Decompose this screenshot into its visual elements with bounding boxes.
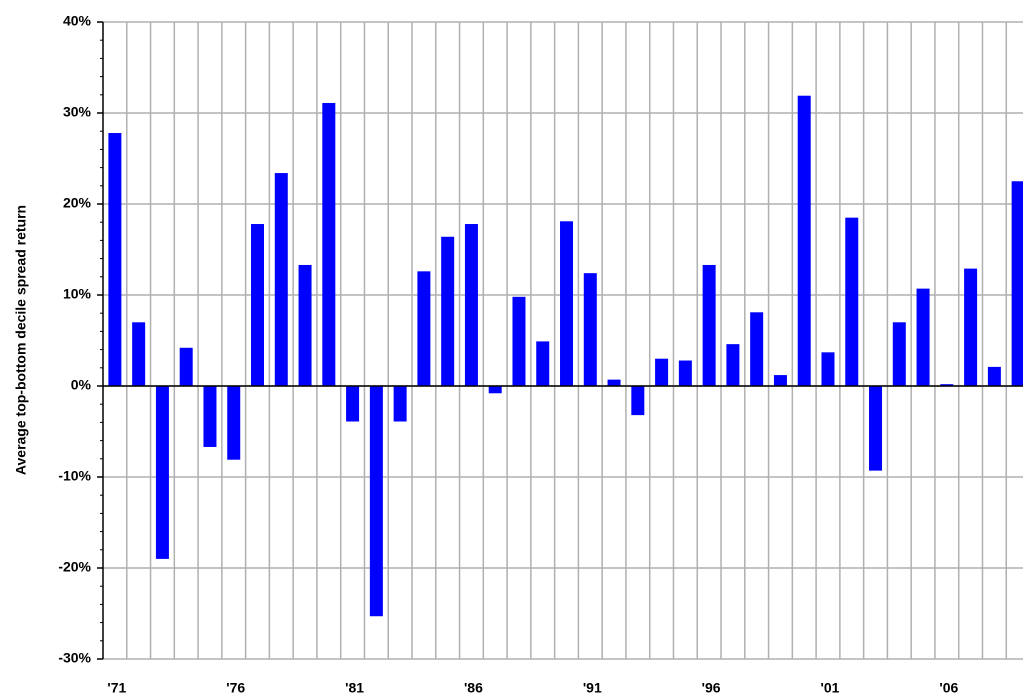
bar [488, 386, 502, 394]
bar [892, 322, 906, 386]
bar [916, 288, 930, 386]
bar [964, 268, 978, 386]
bar [179, 347, 193, 386]
bar [393, 386, 407, 422]
bar [987, 366, 1001, 386]
bar [536, 341, 550, 386]
bar [797, 95, 811, 387]
bar [583, 273, 597, 386]
bar [1011, 181, 1023, 386]
x-tick-label: '71 [107, 680, 126, 696]
bar [155, 386, 169, 559]
bar [227, 386, 241, 460]
bar [655, 358, 669, 386]
x-tick-label: '91 [583, 680, 602, 696]
bar [726, 344, 740, 386]
bar [607, 379, 621, 386]
bar [464, 224, 478, 386]
bar [869, 386, 883, 471]
bar [441, 236, 455, 386]
y-tick-label: 10% [63, 286, 92, 302]
bar [274, 173, 288, 386]
y-tick-label: 30% [63, 104, 92, 120]
bar [203, 386, 217, 447]
y-tick-label: 0% [71, 377, 92, 393]
x-tick-label: '01 [821, 680, 840, 696]
bar [512, 296, 526, 386]
axes: -30% -20% -10% 0% 10% 20% 30% 40% '71 '76 '81 '86 '9… [58, 13, 1023, 696]
y-tick-label: 20% [63, 195, 92, 211]
x-tick-label: '76 [226, 680, 245, 696]
grid [103, 21, 1023, 660]
x-tick-label: '06 [939, 680, 958, 696]
bar [702, 264, 716, 386]
bar [560, 221, 574, 386]
bar [369, 386, 383, 617]
bar [298, 264, 312, 386]
y-tick-label: -10% [58, 468, 91, 484]
bars [108, 95, 1023, 617]
bar [940, 384, 954, 386]
bar [251, 224, 265, 386]
bar [132, 322, 146, 386]
x-tick-label: '81 [345, 680, 364, 696]
bar [108, 133, 122, 386]
y-tick-label: 40% [63, 13, 92, 29]
y-tick-label: -30% [58, 650, 91, 666]
x-tick-label: '96 [702, 680, 721, 696]
bar [631, 386, 645, 416]
bar [322, 102, 336, 387]
bar [346, 386, 360, 422]
bar [417, 271, 431, 386]
y-tick-label: -20% [58, 559, 91, 575]
bar [845, 217, 859, 386]
bar [821, 352, 835, 386]
y-axis-label: Average top-bottom decile spread return [13, 205, 29, 475]
x-tick-label: '86 [464, 680, 483, 696]
bar [750, 312, 764, 386]
bar [773, 375, 787, 386]
bar [678, 360, 692, 386]
